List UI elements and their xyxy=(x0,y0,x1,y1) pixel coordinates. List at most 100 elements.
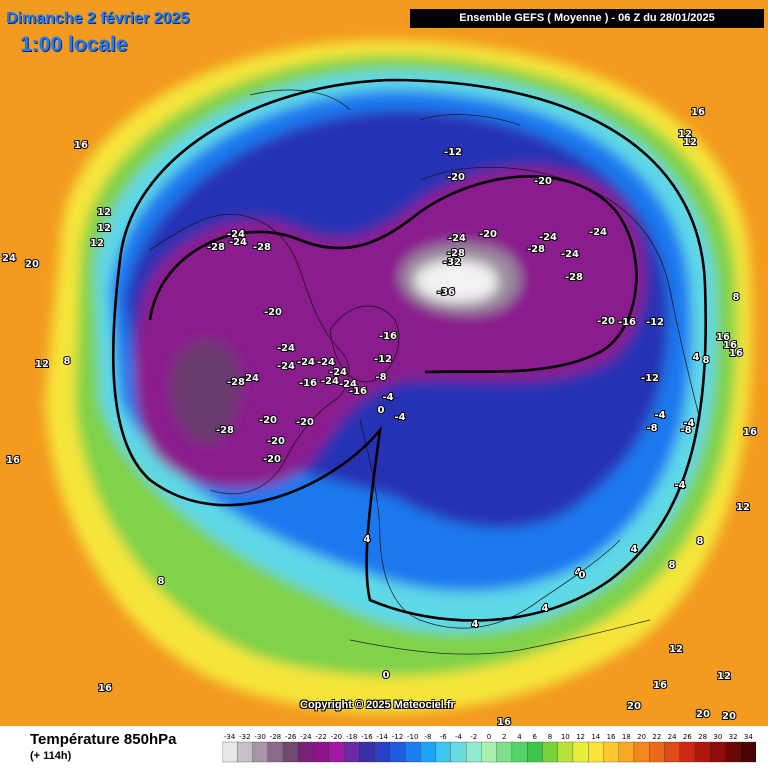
temperature-label: -24 xyxy=(589,227,607,238)
legend-color-swatch xyxy=(389,741,406,763)
legend-color-swatch xyxy=(664,741,681,763)
isotherm-zero xyxy=(111,78,708,622)
coastline-europe xyxy=(359,419,621,629)
temperature-label: -32 xyxy=(443,257,461,268)
legend-tick-label: 32 xyxy=(729,733,738,741)
temperature-label: 8 xyxy=(703,355,710,366)
legend-tick-label: -6 xyxy=(440,733,448,741)
temperature-label: 8 xyxy=(697,536,704,547)
temperature-label: -4 xyxy=(394,412,405,423)
temperature-label: 12 xyxy=(97,223,111,234)
temperature-label: 4 xyxy=(472,619,479,630)
temperature-label: -24 xyxy=(561,249,579,260)
temperature-label: -24 xyxy=(329,367,347,378)
temperature-label: -20 xyxy=(263,454,281,465)
legend-tick-label: 14 xyxy=(591,733,600,741)
legend-tick-label: -10 xyxy=(407,733,418,741)
legend-tick-label: -34 xyxy=(224,733,236,741)
legend-color-swatch xyxy=(588,741,604,763)
temperature-label: -24 xyxy=(321,376,339,387)
legend-tick-label: -22 xyxy=(315,733,326,741)
temperature-label: -4 xyxy=(674,480,685,491)
temperature-label: -16 xyxy=(379,331,397,342)
legend-tick-label: 0 xyxy=(487,733,491,741)
temperature-label: -28 xyxy=(447,248,465,259)
legend-color-swatch xyxy=(694,741,711,763)
temperature-label: 16 xyxy=(743,427,757,438)
legend-color-swatch xyxy=(374,741,391,763)
isotherm-minus-twenty xyxy=(148,175,638,374)
temperature-label: -24 xyxy=(277,361,295,372)
coastline-asia xyxy=(419,166,701,421)
legend-tick-label: -16 xyxy=(361,733,373,741)
legend-tick-label: -28 xyxy=(270,733,281,741)
legend-tick-label: 4 xyxy=(517,733,522,741)
temperature-label: -24 xyxy=(277,343,295,354)
temperature-label: -24 xyxy=(539,232,557,243)
band-purple xyxy=(134,166,646,489)
temperature-label: 8 xyxy=(158,576,165,587)
isotherm-labels: -12-20 -20-24 -20-28-32-36-24-28 -24-24-28-… xyxy=(1,106,758,726)
legend-tick-label: 6 xyxy=(533,733,538,741)
temperature-label: 12 xyxy=(90,238,104,249)
temperature-label: -24 xyxy=(339,379,357,390)
temperature-field xyxy=(45,40,753,713)
isotherm-lines xyxy=(111,78,708,622)
temperature-label: 4 xyxy=(575,567,582,578)
temperature-label: 16 xyxy=(98,683,112,694)
temperature-label: -20 xyxy=(447,172,465,183)
temperature-label: 16 xyxy=(497,717,511,726)
temperature-label: -28 xyxy=(527,244,545,255)
temperature-label: -20 xyxy=(259,415,277,426)
forecast-date: Dimanche 2 février 2025 xyxy=(6,10,190,27)
legend-color-swatch xyxy=(649,741,665,763)
temperature-label: 4 xyxy=(631,544,638,555)
legend-tick-label: -8 xyxy=(424,733,431,741)
temperature-label: -28 xyxy=(565,272,583,283)
legend-color-swatch xyxy=(343,741,360,763)
temperature-label: -36 xyxy=(437,287,455,298)
legend-color-swatch xyxy=(511,741,528,763)
legend-color-swatch xyxy=(435,741,452,763)
legend-color-swatch xyxy=(710,741,726,763)
legend-tick-label: 12 xyxy=(576,733,585,741)
temperature-label: -20 xyxy=(479,229,497,240)
temperature-label: 16 xyxy=(729,348,743,359)
temperature-label: 20 xyxy=(696,709,710,720)
legend-tick-label: 22 xyxy=(652,733,661,741)
temperature-label: -16 xyxy=(299,378,317,389)
legend-tick-label: 24 xyxy=(668,733,677,741)
legend-color-swatch xyxy=(542,741,559,763)
legend-tick-label: 18 xyxy=(622,733,631,741)
legend-color-swatch xyxy=(298,741,314,763)
legend-color-swatch xyxy=(222,741,238,763)
temperature-label: -16 xyxy=(618,317,636,328)
temperature-label: -8 xyxy=(375,372,386,383)
copyright-notice: Copyright © 2025 Meteociel.fr xyxy=(300,699,455,711)
temperature-label: -20 xyxy=(264,307,282,318)
legend-color-swatch xyxy=(526,741,543,763)
temperature-label: -12 xyxy=(646,317,664,328)
legend-bar: Température 850hPa (+ 114h) -34 -32 -30 -28… xyxy=(0,726,768,768)
legend-color-swatch xyxy=(267,741,284,763)
legend-color-swatch xyxy=(328,741,345,763)
legend-color-swatch xyxy=(618,741,635,763)
temperature-label: 24 xyxy=(2,253,16,264)
legend-color-swatch xyxy=(465,741,482,763)
temperature-label: -24 xyxy=(229,237,247,248)
temperature-label: -20 xyxy=(597,316,615,327)
legend-color-swatch xyxy=(359,741,376,763)
color-scale-legend: -34 -32 -30 -28 -26 -24 -22 -20 -18 -16 -14 -12 -10-… xyxy=(222,733,756,763)
temperature-label: 16 xyxy=(691,107,705,118)
legend-color-swatch xyxy=(679,741,696,763)
temperature-label: 20 xyxy=(25,259,39,270)
legend-color-swatch xyxy=(725,741,742,763)
legend-color-swatch xyxy=(282,741,299,763)
coastline-greenland xyxy=(329,305,400,383)
legend-tick-label: 16 xyxy=(607,733,616,741)
temperature-label: -24 xyxy=(297,357,315,368)
legend-color-swatch xyxy=(404,741,421,763)
temperature-label: 12 xyxy=(97,207,111,218)
temperature-label: 16 xyxy=(653,680,667,691)
